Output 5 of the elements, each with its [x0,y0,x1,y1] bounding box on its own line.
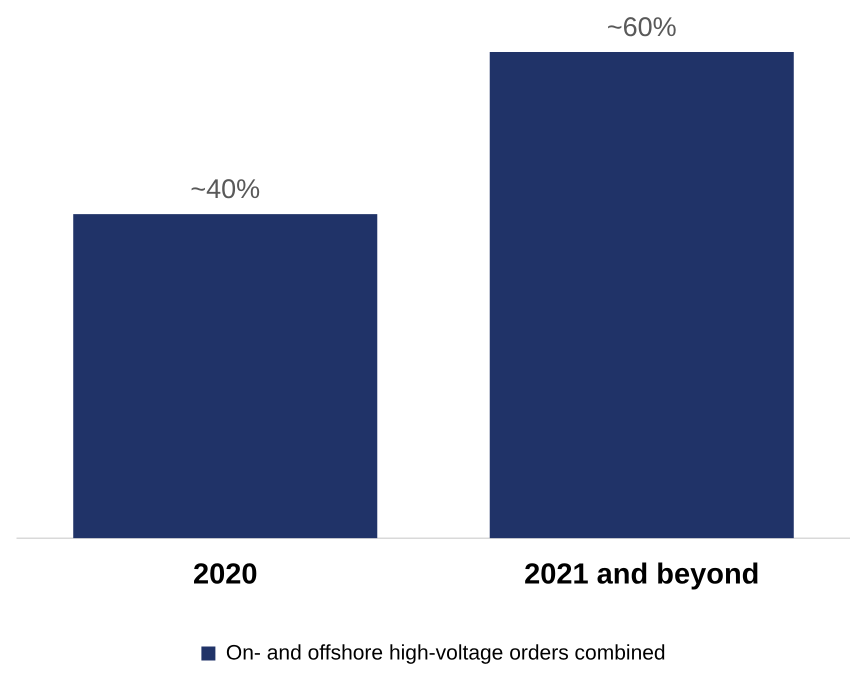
legend-label: On- and offshore high-voltage orders combined [226,641,666,664]
x-tick-label: 2020 [192,558,258,591]
data-label: ~60% [606,12,677,42]
x-tick-label: 2021 and beyond [524,558,760,591]
data-label: ~40% [190,174,260,204]
